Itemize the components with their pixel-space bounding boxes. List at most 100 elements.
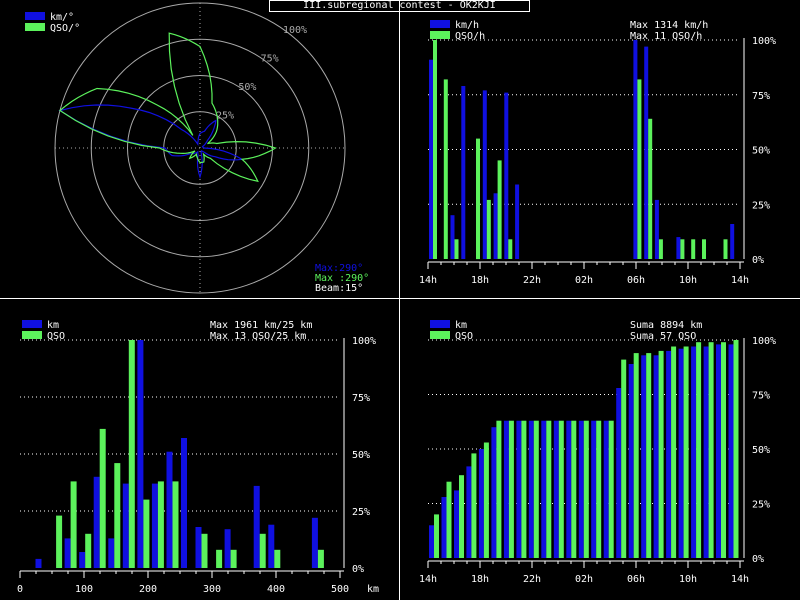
x-tick-label: 06h bbox=[627, 574, 645, 585]
bar-blue bbox=[591, 420, 597, 558]
bar-green bbox=[114, 463, 121, 568]
y-tick-label: 75% bbox=[752, 91, 770, 102]
bar-green bbox=[546, 420, 552, 558]
y-tick-label: 25% bbox=[752, 200, 770, 211]
bar-green bbox=[157, 481, 164, 568]
bar-blue bbox=[616, 388, 622, 558]
legend-swatch bbox=[430, 20, 450, 28]
bar-blue bbox=[676, 237, 681, 259]
y-tick-label: 0% bbox=[752, 255, 764, 266]
bar-green bbox=[143, 499, 150, 568]
bar-blue bbox=[429, 59, 433, 260]
chart-summary-line: Suma 57 QSO bbox=[630, 331, 696, 342]
polar-info-line: Max:290° bbox=[315, 263, 363, 274]
bar-blue bbox=[454, 490, 459, 558]
chart-summary-line: Max 11 QSO/h bbox=[630, 31, 702, 42]
x-tick-label: 18h bbox=[471, 574, 489, 585]
bar-green bbox=[230, 549, 237, 568]
bar-green bbox=[596, 420, 602, 558]
bar-green bbox=[721, 342, 726, 558]
bar-blue bbox=[79, 552, 86, 568]
bar-blue bbox=[122, 483, 129, 568]
chart-summary-line: Max 1314 km/h bbox=[630, 20, 708, 31]
legend-label: km/° bbox=[50, 12, 74, 23]
bar-green bbox=[702, 239, 706, 259]
bar-blue bbox=[450, 215, 455, 259]
bar-green bbox=[317, 549, 324, 568]
bar-blue bbox=[493, 193, 498, 259]
bar-blue bbox=[553, 420, 559, 558]
bar-green bbox=[483, 442, 489, 558]
bar-green bbox=[658, 350, 664, 558]
x-tick-label: 400 bbox=[267, 584, 285, 595]
bar-green bbox=[471, 453, 477, 558]
bar-blue bbox=[504, 92, 509, 259]
bar-blue bbox=[137, 340, 144, 568]
bar-blue bbox=[703, 346, 709, 558]
legend-swatch bbox=[430, 331, 450, 339]
bar-blue bbox=[151, 483, 158, 568]
bar-blue bbox=[64, 538, 71, 568]
chart-summary-line: Max 13 QSO/25 km bbox=[210, 331, 306, 342]
bar-green bbox=[508, 239, 513, 259]
bar-green bbox=[443, 79, 448, 260]
bar-green bbox=[683, 346, 689, 558]
bar-blue bbox=[195, 527, 202, 568]
bar-blue bbox=[728, 344, 734, 558]
legend-swatch bbox=[22, 320, 42, 328]
bar-blue bbox=[224, 529, 231, 568]
chart-summary-line: Suma 8894 km bbox=[630, 320, 702, 331]
y-tick-label: 75% bbox=[752, 391, 770, 402]
bar-green bbox=[274, 549, 281, 568]
bar-green bbox=[571, 420, 577, 558]
bar-blue bbox=[108, 538, 115, 568]
bar-blue bbox=[678, 348, 684, 558]
legend-swatch bbox=[22, 331, 42, 339]
x-tick-label: 100 bbox=[75, 584, 93, 595]
bar-blue bbox=[666, 350, 672, 558]
bar-blue bbox=[268, 524, 275, 568]
bar-blue bbox=[491, 427, 497, 558]
x-tick-label: 10h bbox=[679, 275, 697, 286]
bar-blue bbox=[311, 517, 318, 568]
bar-blue bbox=[566, 420, 572, 558]
bar-blue bbox=[253, 485, 260, 568]
x-tick-label: 14h bbox=[419, 275, 437, 286]
legend-label: QSO bbox=[455, 331, 473, 342]
x-tick-label: 300 bbox=[203, 584, 221, 595]
bar-green bbox=[508, 420, 514, 558]
bar-blue bbox=[730, 224, 735, 259]
legend-label: km bbox=[455, 320, 467, 331]
bar-blue bbox=[516, 420, 522, 558]
bar-green bbox=[128, 340, 135, 568]
bar-green bbox=[56, 515, 63, 568]
legend-swatch bbox=[430, 320, 450, 328]
bar-blue bbox=[716, 344, 721, 558]
bar-green bbox=[648, 118, 653, 259]
bar-blue bbox=[654, 199, 659, 259]
y-tick-label: 100% bbox=[752, 36, 776, 47]
bar-green bbox=[496, 420, 502, 558]
bar-green bbox=[680, 239, 685, 259]
polar-series-km bbox=[58, 104, 244, 180]
bar-green bbox=[70, 481, 77, 568]
bar-blue bbox=[93, 476, 100, 568]
bar-green bbox=[434, 514, 439, 558]
bar-green bbox=[521, 420, 527, 558]
polar-info-line: Max :290° bbox=[315, 273, 369, 284]
bar-green bbox=[637, 79, 642, 260]
y-tick-label: 100% bbox=[352, 336, 376, 347]
bar-green bbox=[476, 138, 480, 260]
x-tick-label: 10h bbox=[679, 574, 697, 585]
bar-green bbox=[216, 549, 223, 568]
bar-blue bbox=[503, 420, 509, 558]
x-tick-label: 14h bbox=[731, 574, 749, 585]
bar-blue bbox=[166, 451, 173, 568]
bar-green bbox=[459, 475, 464, 558]
bar-green bbox=[533, 420, 539, 558]
legend-label: QSO/° bbox=[50, 23, 80, 34]
bar-blue bbox=[482, 90, 487, 260]
x-tick-label: 18h bbox=[471, 275, 489, 286]
